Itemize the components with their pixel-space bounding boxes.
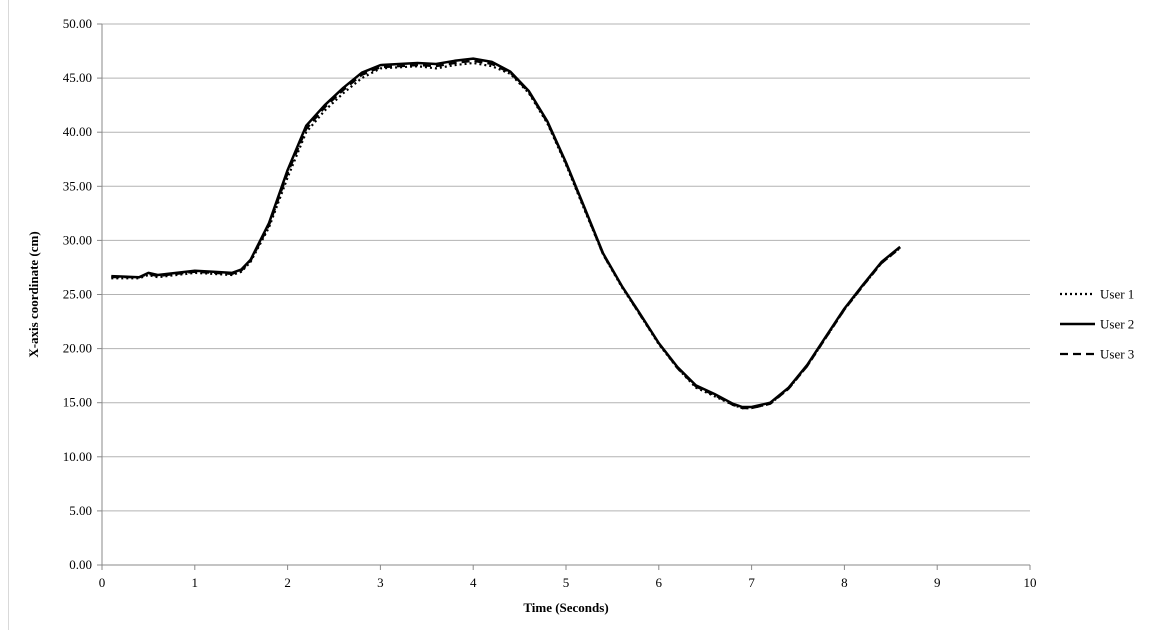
series-lines [111,57,901,410]
legend-label-user-1: User 1 [1100,287,1134,302]
y-tick-label: 0.00 [69,557,92,572]
y-tick-label: 40.00 [63,124,92,139]
y-tick-label: 10.00 [63,449,92,464]
legend-label-user-2: User 2 [1100,317,1134,332]
y-tick-label: 35.00 [63,178,92,193]
y-tick-label: 20.00 [63,341,92,356]
y-tick-label: 30.00 [63,232,92,247]
y-tick-label: 25.00 [63,287,92,302]
x-tick-label: 4 [470,575,477,590]
legend-label-user-3: User 3 [1100,347,1134,362]
x-axis-ticks: 0 1 2 3 4 5 6 7 8 9 10 [99,565,1037,590]
chart-frame-edge [8,0,9,630]
series-line-user-3 [111,59,901,410]
x-tick-label: 3 [377,575,384,590]
y-tick-label: 45.00 [63,70,92,85]
y-axis-title: X-axis coordinate (cm) [26,231,41,357]
x-tick-label: 6 [656,575,663,590]
gridlines [102,23,1030,512]
series-line-user-2 [111,57,901,409]
axes [101,24,1030,566]
x-tick-label: 10 [1024,575,1037,590]
legend: User 1 User 2 User 3 [1060,287,1134,362]
x-tick-label: 2 [284,575,291,590]
series-line-user-1 [111,61,901,410]
x-tick-label: 0 [99,575,106,590]
x-tick-label: 9 [934,575,941,590]
x-tick-label: 5 [563,575,570,590]
y-axis-ticks: 0.00 5.00 10.00 15.00 20.00 25.00 30.00 35.00 40… [63,16,102,572]
y-tick-label: 50.00 [63,16,92,31]
y-tick-label: 15.00 [63,395,92,410]
x-tick-label: 8 [841,575,848,590]
x-tick-label: 1 [192,575,199,590]
x-axis-title: Time (Seconds) [523,600,608,615]
x-tick-label: 7 [748,575,755,590]
y-tick-label: 5.00 [69,503,92,518]
